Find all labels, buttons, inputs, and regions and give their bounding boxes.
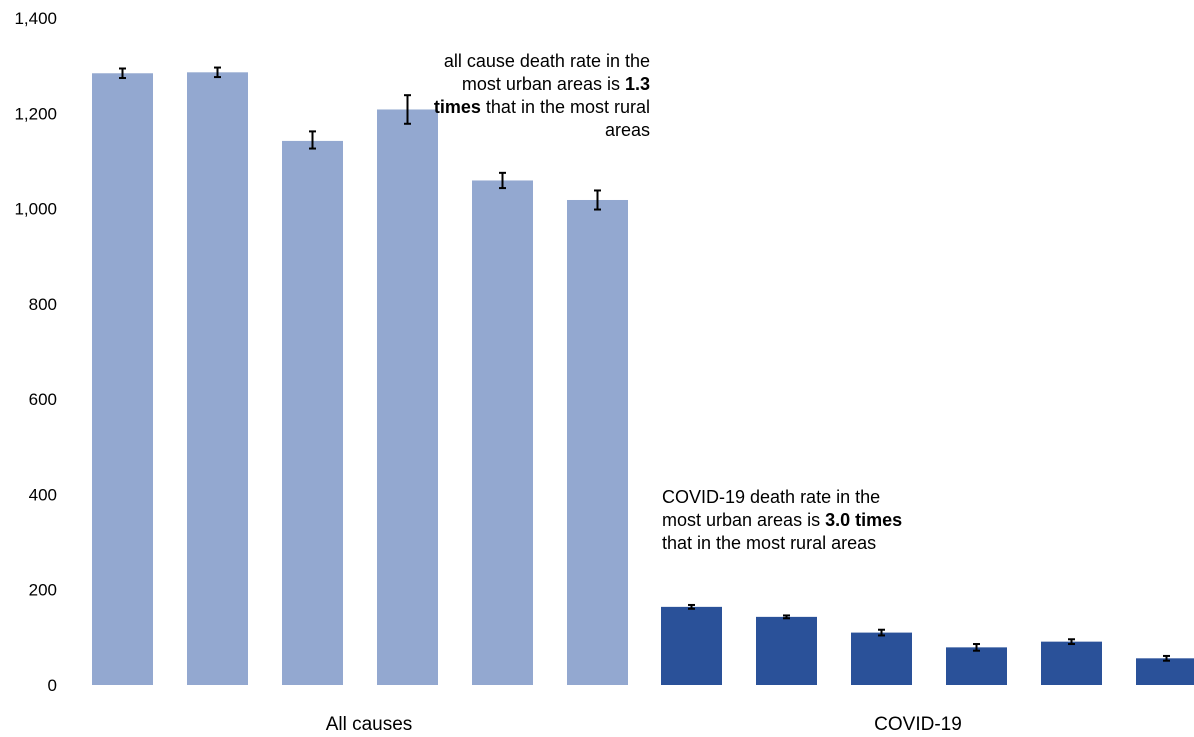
- y-tick-label: 800: [29, 295, 57, 314]
- y-tick-label: 400: [29, 485, 57, 504]
- annotation-covid: COVID-19 death rate in the most urban ar…: [662, 486, 914, 555]
- y-tick-label: 1,200: [14, 104, 57, 123]
- x-category-label: All causes: [326, 714, 413, 735]
- bar: [756, 616, 817, 685]
- bar: [472, 180, 533, 685]
- bar: [661, 606, 722, 685]
- bar: [1041, 641, 1102, 685]
- annotation-all-causes-post: that in the most rural areas: [480, 97, 650, 140]
- y-tick-label: 0: [48, 676, 57, 695]
- annotation-covid-bold: 3.0 times: [825, 510, 903, 530]
- annotation-all-causes: all cause death rate in the most urban a…: [428, 50, 650, 142]
- x-category-label: COVID-19: [874, 714, 962, 735]
- annotation-covid-post: that in the most rural areas: [662, 533, 877, 553]
- y-tick-label: 600: [29, 390, 57, 409]
- y-tick-label: 1,000: [14, 200, 57, 219]
- bar: [92, 73, 153, 685]
- y-tick-label: 1,400: [14, 9, 57, 28]
- bar: [377, 109, 438, 685]
- y-tick-label: 200: [29, 581, 57, 600]
- bar: [187, 72, 248, 685]
- bar: [567, 199, 628, 685]
- bar: [282, 140, 343, 685]
- annotation-covid-pre: COVID-19 death rate in the most urban ar…: [662, 487, 881, 530]
- annotation-all-causes-bold: 1.3 times: [433, 74, 650, 117]
- bar: [946, 647, 1007, 685]
- bar: [851, 632, 912, 685]
- bar: [1136, 658, 1194, 685]
- annotation-all-causes-pre: all cause death rate in the most urban a…: [443, 51, 650, 94]
